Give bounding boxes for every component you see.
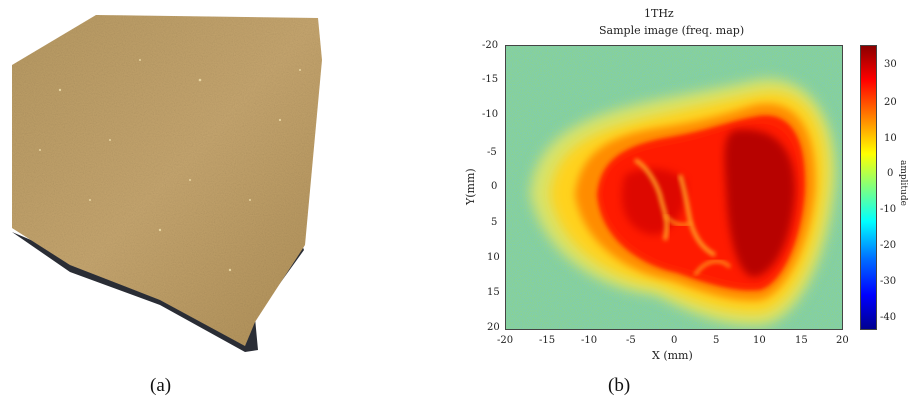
plot-frame (505, 45, 843, 330)
colorbar-tick: -40 (880, 312, 897, 323)
colorbar-tick: -30 (880, 276, 897, 287)
caption-b: (b) (608, 375, 631, 396)
y-tick: 0 (491, 181, 498, 192)
frequency-map-heatmap (505, 45, 843, 330)
y-tick: 5 (491, 217, 498, 228)
y-tick: -15 (482, 74, 499, 85)
colorbar-tick: -20 (880, 240, 897, 251)
x-tick: 15 (795, 335, 808, 346)
colorbar (860, 45, 877, 330)
x-tick: 5 (713, 335, 720, 346)
colorbar-tick: 0 (887, 168, 894, 179)
y-tick: 15 (487, 287, 500, 298)
x-tick: -20 (497, 335, 514, 346)
x-tick: 0 (671, 335, 678, 346)
y-axis-label: Y(mm) (464, 168, 477, 205)
x-tick: -5 (626, 335, 636, 346)
y-tick: -10 (482, 109, 499, 120)
plot-title-line2: Sample image (freq. map) (599, 24, 745, 37)
x-tick: -10 (581, 335, 598, 346)
colorbar-tick: -10 (880, 204, 897, 215)
colorbar-tick: 20 (884, 97, 897, 108)
x-tick: 20 (836, 335, 849, 346)
sample-surface (12, 15, 322, 346)
caption-a: (a) (150, 375, 172, 396)
x-tick: 10 (753, 335, 766, 346)
y-tick: -20 (482, 40, 499, 51)
colorbar-tick: 10 (884, 133, 897, 144)
y-tick: -5 (487, 147, 497, 158)
x-tick: -15 (539, 335, 556, 346)
sample-photo (12, 15, 322, 352)
y-tick: 10 (487, 252, 500, 263)
colorbar-tick: 30 (884, 59, 897, 70)
plot-title-line1: 1THz (644, 7, 674, 20)
colorbar-label: amplitude (898, 160, 908, 206)
y-tick: 20 (487, 322, 500, 333)
x-axis-label: X (mm) (652, 349, 693, 362)
